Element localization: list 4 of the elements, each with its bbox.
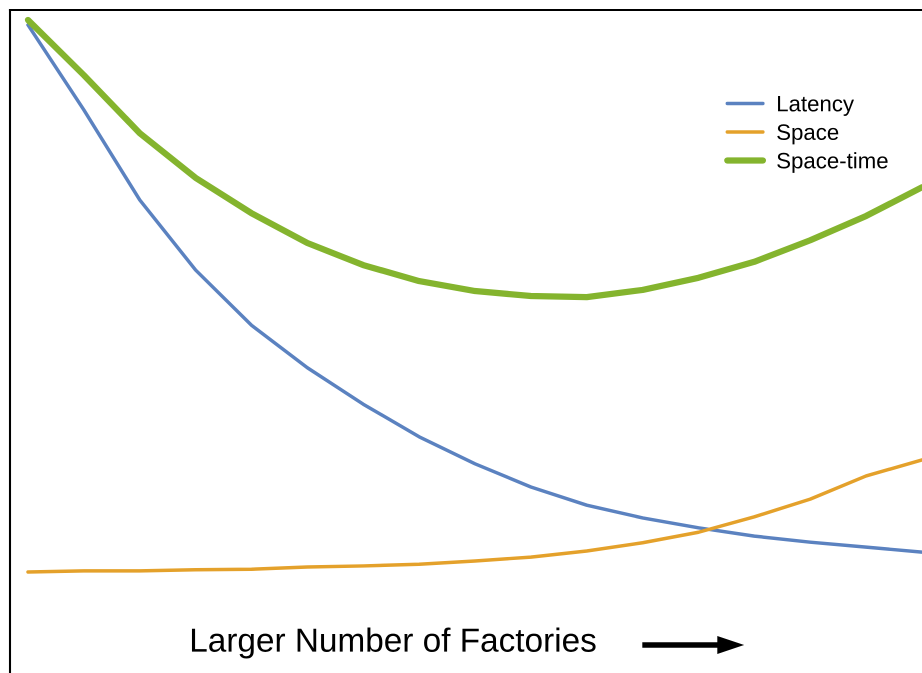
- x-axis-title: Larger Number of Factories: [192, 627, 596, 659]
- legend-label: Latency: [778, 96, 854, 116]
- legend-label: Space: [777, 124, 838, 144]
- legend-label: Space-time: [777, 152, 888, 173]
